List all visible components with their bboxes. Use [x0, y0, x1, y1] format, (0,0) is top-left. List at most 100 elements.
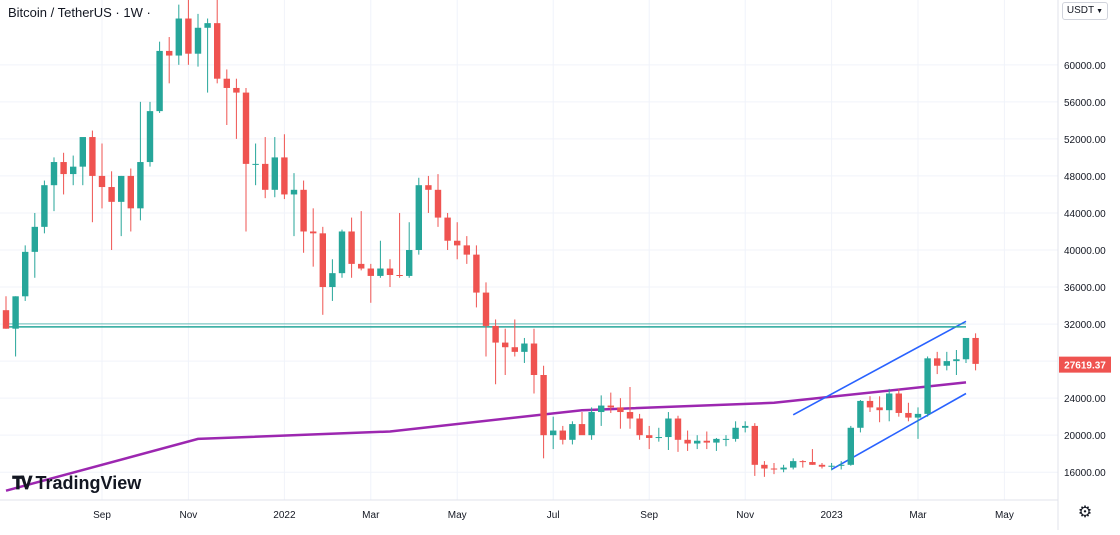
candle-body — [233, 87, 240, 93]
candle — [588, 407, 595, 440]
candle-body — [70, 166, 77, 175]
candle-body — [809, 462, 816, 465]
candle — [329, 259, 336, 301]
candle — [137, 101, 144, 221]
candle — [242, 87, 250, 232]
candle-body — [271, 157, 278, 190]
candle-body — [377, 268, 384, 276]
candle — [905, 402, 912, 422]
candle — [2, 296, 10, 329]
candle-body — [895, 393, 902, 413]
candle-body — [770, 468, 778, 470]
moving-average-layer — [5, 381, 967, 492]
candles-layer — [2, 0, 979, 477]
symbol-title: Bitcoin / TetherUS · 1W · — [8, 5, 151, 20]
candle-body — [262, 163, 269, 190]
candle — [127, 168, 134, 232]
candle — [578, 412, 586, 436]
candle-body — [934, 358, 941, 366]
candle — [924, 356, 931, 417]
time-axis: Sep Nov 2022 Mar May Jul Sep Nov 2023 Mar May — [0, 499, 1058, 521]
price-tick-label: 44000.00 — [1064, 209, 1106, 220]
candle-body — [348, 231, 355, 264]
candle — [540, 365, 547, 459]
candle-body — [502, 342, 509, 348]
candle-body — [386, 268, 394, 275]
candle-body — [406, 250, 413, 276]
candle — [425, 175, 432, 213]
candle — [98, 143, 106, 209]
candle — [290, 173, 298, 237]
candle-body — [2, 310, 10, 329]
candle — [463, 236, 470, 264]
time-tick-label: 2023 — [820, 510, 843, 521]
candle-body — [79, 137, 86, 167]
candle-body — [300, 189, 307, 232]
channel-upper-line — [792, 320, 967, 416]
candle-body — [290, 189, 298, 195]
time-tick-label: May — [448, 510, 467, 521]
candle — [713, 437, 720, 451]
candle — [790, 458, 797, 470]
candle-body — [617, 407, 624, 413]
candle — [415, 177, 422, 255]
symbol-title-text: Bitcoin / TetherUS · 1W · — [8, 5, 151, 20]
candle-body — [866, 400, 874, 408]
candle-body — [742, 425, 749, 428]
time-tick-label: Jul — [547, 510, 560, 521]
candle — [953, 350, 960, 375]
candle — [444, 212, 451, 250]
candle-body — [521, 343, 528, 352]
candle — [108, 171, 115, 250]
candle — [156, 41, 163, 113]
candle-body — [847, 427, 854, 465]
gear-icon[interactable]: ⚙ — [1077, 504, 1093, 521]
candle-body — [569, 424, 576, 440]
time-tick-label: Sep — [640, 510, 658, 521]
candle-body — [578, 424, 586, 436]
candle — [674, 415, 682, 452]
candle — [358, 211, 365, 271]
candle — [204, 18, 211, 93]
candle — [223, 69, 230, 125]
candle — [377, 240, 384, 278]
candle — [185, 0, 192, 65]
candle-body — [60, 162, 67, 175]
candle-body — [530, 343, 538, 375]
candle — [454, 222, 461, 260]
candle-body — [242, 92, 250, 164]
candle-body — [876, 407, 883, 411]
candle — [214, 0, 221, 84]
candle — [646, 425, 653, 450]
candle — [886, 388, 893, 422]
time-tick-label: Nov — [736, 510, 754, 521]
candle-body — [319, 233, 326, 288]
candle — [550, 416, 557, 450]
candle — [166, 37, 173, 84]
candle-body — [540, 375, 547, 436]
candle-body — [358, 263, 365, 269]
candle-body — [905, 412, 912, 418]
candle-body — [626, 412, 634, 419]
candle-body — [838, 464, 845, 466]
time-tick-label: Sep — [93, 510, 111, 521]
time-tick-label: Mar — [362, 510, 380, 521]
candle — [684, 430, 691, 451]
candle-body — [31, 226, 38, 252]
currency-button[interactable]: USDT ▼ — [1062, 2, 1108, 20]
candle — [828, 462, 835, 471]
chevron-down-icon: ▼ — [1096, 8, 1104, 15]
candle — [118, 175, 125, 237]
candle — [694, 435, 701, 450]
candle — [847, 425, 854, 466]
candle — [396, 212, 403, 278]
candle — [348, 217, 355, 278]
candle — [626, 387, 634, 429]
candle-body — [127, 175, 134, 209]
candle — [895, 388, 902, 417]
candle — [300, 180, 307, 253]
candle — [482, 282, 490, 357]
candle-body — [665, 418, 672, 438]
